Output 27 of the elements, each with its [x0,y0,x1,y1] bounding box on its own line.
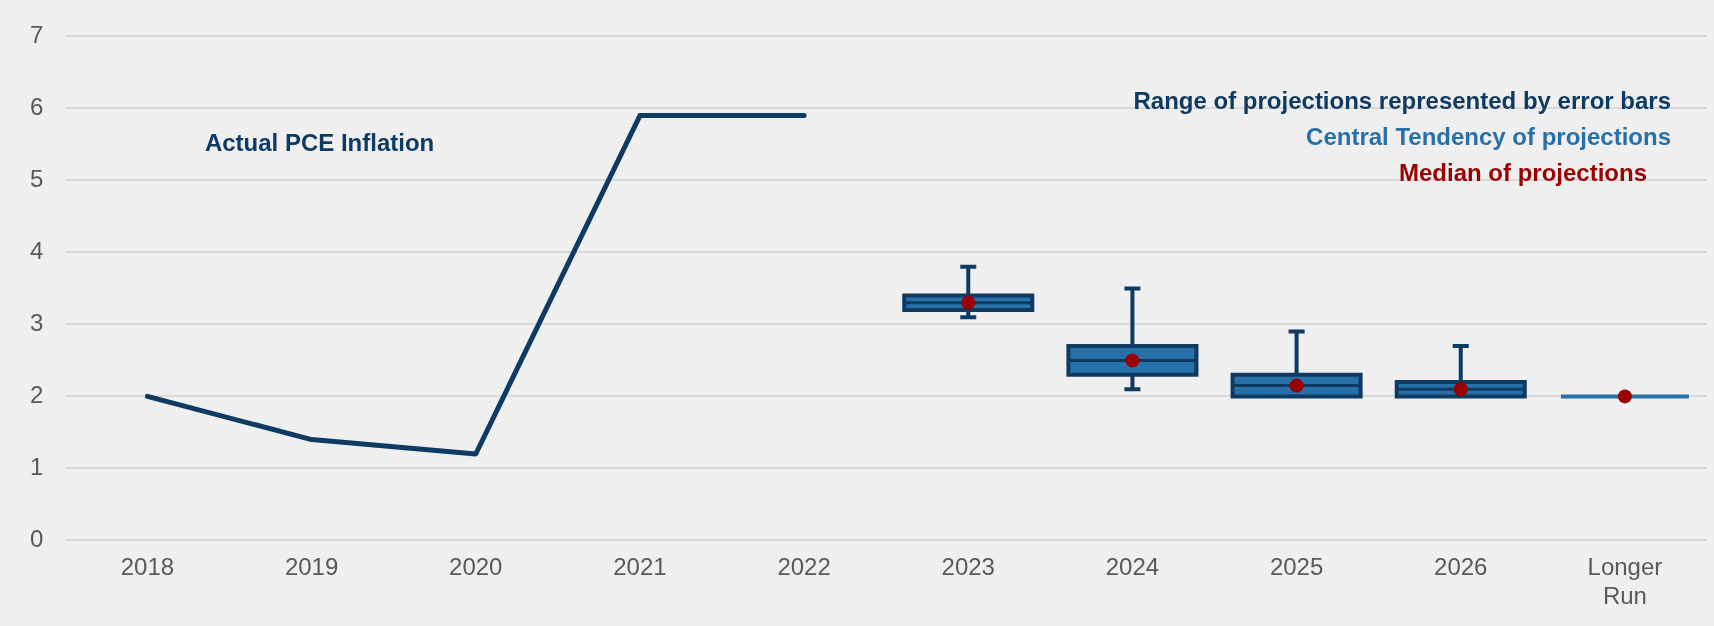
x-tick-label: 2023 [941,553,995,581]
x-tick-label: 2018 [120,553,175,581]
x-tick-label: 2019 [284,553,339,581]
y-tick-label: 4 [29,237,44,265]
annotation: Range of projections represented by error bars [1133,87,1671,115]
x-tick-label: 2021 [613,553,667,581]
y-tick-label: 6 [29,93,44,121]
text: Central Tendency of projections [1306,123,1671,151]
x-tick-label: 2022 [777,553,831,581]
y-tick-label: 0 [29,525,44,553]
y-tick-label: 3 [29,309,44,337]
x-tick-label: 2024 [1105,553,1160,581]
point [1125,353,1140,368]
point [1453,382,1468,397]
text: Median of projections [1398,159,1647,187]
y-tick-label: 7 [29,21,44,49]
x-tick-label: Longer Run [1587,553,1663,610]
x-tick-label: 2026 [1434,553,1488,581]
x-tick-label: 2020 [449,553,503,581]
y-tick-label: 2 [29,381,44,409]
point [1617,389,1632,404]
x-tick-label: 2025 [1269,553,1324,581]
y-tick-label: 5 [29,165,44,193]
y-tick-label: 1 [29,453,44,481]
point [1289,378,1304,393]
point [961,295,976,310]
text: Actual PCE Inflation [204,129,435,157]
